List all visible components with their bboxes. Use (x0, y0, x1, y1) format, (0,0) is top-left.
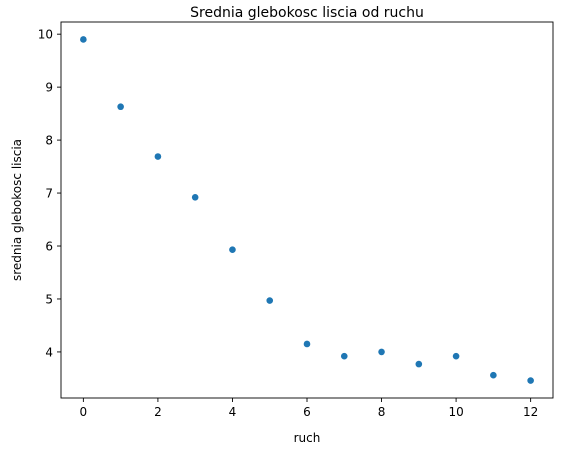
plot-area (61, 22, 553, 398)
x-tick-label: 12 (523, 405, 538, 419)
data-point (266, 297, 274, 304)
y-axis-label: srednia glebokosc liscia (10, 139, 24, 281)
data-point (490, 371, 497, 379)
y-tick-label: 4 (45, 345, 53, 359)
data-point (229, 246, 236, 254)
y-tick-label: 5 (45, 292, 53, 306)
y-tick-label: 7 (45, 187, 53, 201)
data-point (340, 352, 348, 360)
y-tick-label: 10 (38, 28, 53, 42)
data-point (378, 348, 385, 356)
data-point (154, 153, 162, 160)
x-axis-label: ruch (294, 431, 321, 445)
x-tick-label: 10 (448, 405, 463, 419)
data-point (191, 193, 199, 201)
y-axis: 4 5 6 7 8 9 10 (38, 28, 61, 359)
data-point (452, 352, 460, 360)
y-tick-label: 8 (45, 134, 53, 148)
x-tick-label: 8 (378, 405, 386, 419)
data-points (80, 36, 534, 384)
data-point (303, 340, 311, 348)
x-tick-label: 2 (154, 405, 162, 419)
data-point (80, 36, 87, 43)
x-tick-label: 0 (80, 405, 88, 419)
data-point (117, 103, 124, 111)
y-tick-label: 9 (45, 81, 53, 95)
chart-title: Srednia glebokosc liscia od ruchu (190, 5, 424, 21)
x-tick-label: 4 (229, 405, 237, 419)
data-point (527, 377, 534, 384)
data-point (415, 360, 423, 368)
y-tick-label: 6 (45, 240, 53, 254)
x-tick-label: 6 (303, 405, 311, 419)
x-axis: 0 2 4 6 8 10 12 (80, 398, 538, 419)
